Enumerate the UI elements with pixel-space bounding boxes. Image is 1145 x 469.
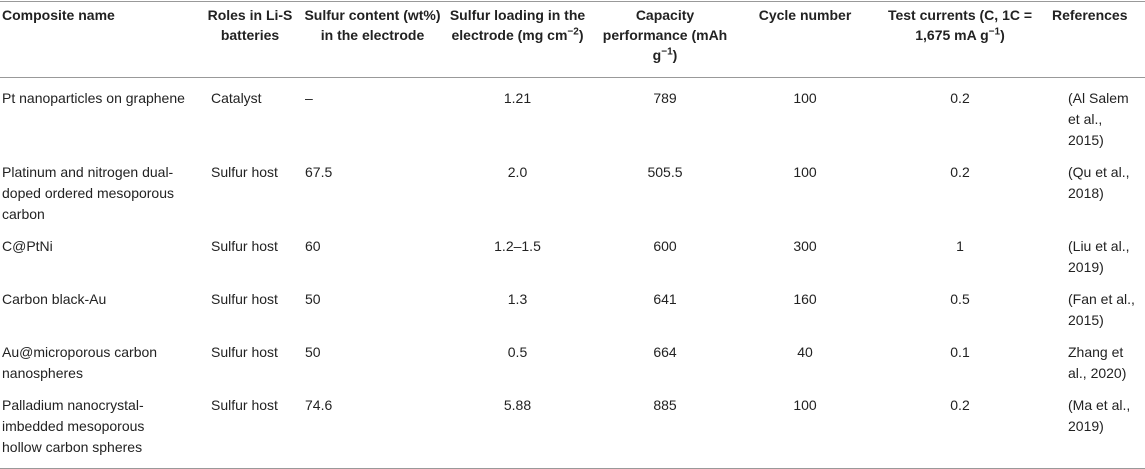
header-text: Roles in Li-S batteries [207,7,293,43]
table-cell: 60 [305,238,321,254]
table-cell: Palladium nanocrystal-imbedded mesoporou… [0,385,200,469]
table-cell: Carbon black-Au [2,291,107,307]
header-text: Composite name [2,7,115,23]
table-row: Au@microporous carbon nanospheres Sulfur … [0,332,1145,385]
header-cell: References [1050,1,1145,78]
table-cell: 1.3 [507,291,528,307]
table-cell: 0.1 [950,344,970,360]
table-cell: Pt nanoparticles on graphene [2,90,185,106]
header-cell: Test currents (C, 1C = 1,675 mA g−1) [870,1,1050,78]
header-cell: Composite name [0,1,200,78]
table-row: Platinum and nitrogen dual-doped ordered… [0,152,1145,226]
header-row: Composite name Roles in Li-S batteries Sul… [0,1,1145,78]
table-cell: (Fan et al., 2015) [1068,291,1135,328]
table-cell: Au@microporous carbon nanospheres [2,344,158,381]
table-cell: 5.88 [445,385,590,469]
header-text: ) [1000,27,1005,43]
table-cell: 0.2 [870,385,1050,469]
table-cell: Platinum and nitrogen dual-doped ordered… [2,164,175,222]
table-cell: 1.2–1.5 [494,238,541,254]
table-cell: Sulfur host [211,238,278,254]
table-cell: (Ma et al., 2019) [1050,385,1145,469]
table-cell: 1.21 [503,90,532,106]
header-text: Sulfur content (wt%) in the electrode [304,7,441,43]
table-cell: 100 [793,164,817,180]
header-text: Cycle number [758,7,852,23]
table-cell: Sulfur host [211,344,278,360]
table-header: Composite name Roles in Li-S batteries Sul… [0,1,1145,78]
header-cell: Cycle number [740,1,870,78]
table-cell: Zhang et al., 2020) [1068,344,1127,381]
header-cell: Sulfur content (wt%) in the electrode [300,1,445,78]
table-cell: 664 [653,344,677,360]
table-cell: 50 [305,344,321,360]
table-cell: – [305,90,313,106]
header-text: ) [672,47,678,63]
table-cell: (Qu et al., 2018) [1068,164,1130,201]
header-text: Sulfur loading in the electrode (mg cm [449,7,586,43]
table-cell: 300 [793,238,817,254]
header-superscript: −1 [988,26,1001,38]
table-cell: Sulfur host [211,164,278,180]
table-cell: 2.0 [507,164,528,180]
table-cell: (Liu et al., 2019) [1068,238,1130,275]
table-cell: 1 [956,238,964,254]
table-cell: C@PtNi [2,238,53,254]
table-cell: 100 [793,90,817,106]
table-row: C@PtNi Sulfur host 60 1.2–1.5 600 300 1 (Liu et… [0,226,1145,279]
table-cell: 0.5 [507,344,528,360]
header-text: Test currents (C, 1C = 1,675 mA g [887,7,1033,43]
table-cell: 67.5 [305,164,333,180]
table-cell: 160 [793,291,817,307]
table-cell: Catalyst [211,90,262,106]
header-text: References [1052,7,1128,23]
header-text: ) [578,27,584,43]
table-cell: 789 [653,90,677,106]
table-cell: 505.5 [647,164,683,180]
table-cell: Sulfur host [211,291,278,307]
table-body: Pt nanoparticles on graphene Catalyst – 1.2… [0,78,1145,469]
header-cell: Roles in Li-S batteries [200,1,300,78]
table-row: Palladium nanocrystal-imbedded mesoporou… [0,385,1145,469]
table-cell: 0.5 [950,291,970,307]
table-cell: 641 [653,291,677,307]
table-row: Pt nanoparticles on graphene Catalyst – 1.2… [0,78,1145,153]
table-cell: 885 [590,385,740,469]
header-text: Capacity performance (mAh g [602,7,728,63]
table-cell: 0.2 [950,164,970,180]
table-cell: 100 [740,385,870,469]
table-cell: 0.2 [950,90,970,106]
header-cell: Capacity performance (mAh g−1) [590,1,740,78]
table-cell: 600 [653,238,677,254]
header-superscript: −1 [661,46,673,58]
table-cell: 74.6 [300,385,445,469]
header-cell: Sulfur loading in the electrode (mg cm−2… [445,1,590,78]
table-row: Carbon black-Au Sulfur host 50 1.3 641 160 0.5… [0,279,1145,332]
table-cell: 40 [797,344,813,360]
table-cell: Sulfur host [200,385,300,469]
table-cell: 50 [305,291,321,307]
table-cell: (Al Salem et al., 2015) [1068,90,1129,148]
header-superscript: −2 [567,26,579,38]
